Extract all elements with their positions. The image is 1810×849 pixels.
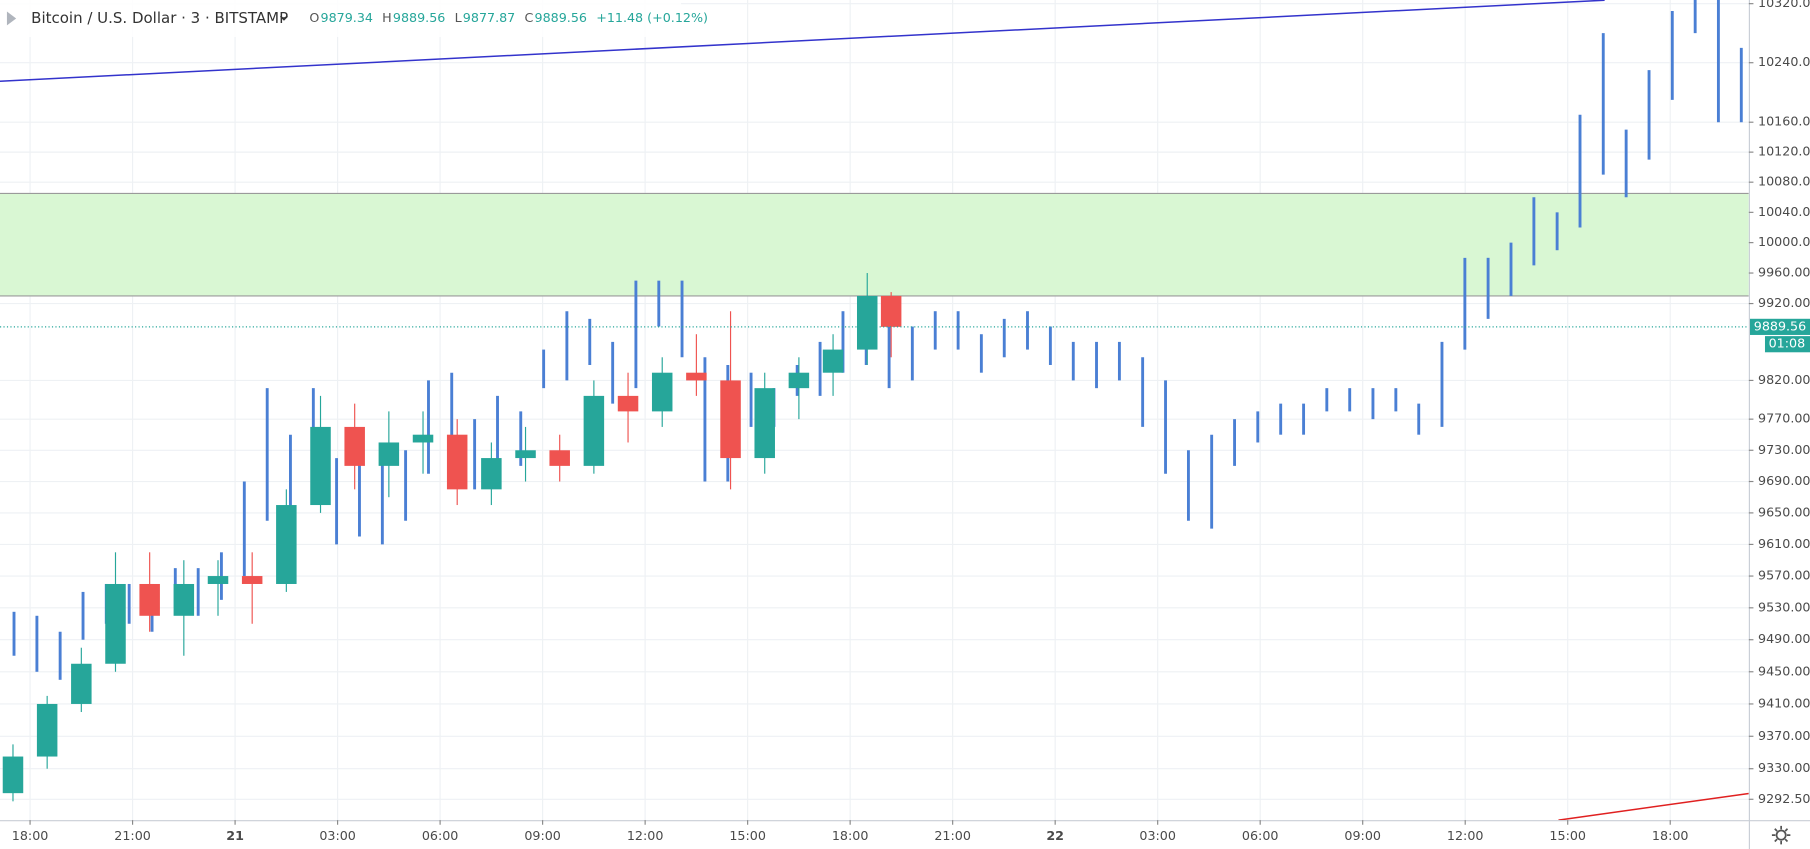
candle-body — [754, 388, 775, 459]
axes: 18:00 21:00 21 03:00 06:00 09:00 12:00 15:00 18:… — [12, 0, 1810, 843]
candle-body — [105, 583, 126, 664]
trend-line — [1558, 792, 1749, 821]
candle-body — [549, 450, 570, 466]
ohlc-value: 9889.56 — [535, 10, 587, 25]
y-tick-label: 9770.00 — [1758, 411, 1810, 426]
candle-body — [446, 434, 468, 490]
x-tick-label: 03:00 — [1139, 828, 1176, 843]
candle-body — [71, 663, 92, 704]
y-tick-label: 9370.00 — [1758, 728, 1810, 743]
x-tick-label: 09:00 — [1344, 828, 1381, 843]
x-tick-label: 03:00 — [319, 828, 356, 843]
y-tick-label: 9570.00 — [1758, 568, 1810, 583]
y-tick-label: 10320.00 — [1758, 0, 1810, 10]
countdown-bg — [1764, 336, 1810, 353]
y-tick-label: 9450.00 — [1758, 663, 1810, 678]
candle-body — [686, 372, 707, 381]
y-tick-label: 10120.00 — [1758, 144, 1810, 159]
ohlc-key: H — [382, 10, 392, 25]
x-tick-label: 21 — [226, 828, 244, 843]
zone — [0, 193, 1749, 296]
x-tick-label: 12:00 — [627, 828, 664, 843]
ohlc-value: 9877.87 — [463, 10, 515, 25]
y-tick-label: 9820.00 — [1758, 372, 1810, 387]
candle-body — [310, 426, 331, 506]
settings[interactable] — [1771, 825, 1791, 845]
x-tick-label: 12:00 — [1447, 828, 1484, 843]
candle-body — [515, 450, 536, 459]
ohlc-key: L — [455, 10, 462, 25]
candle-body — [583, 395, 605, 466]
ohlc-key: C — [524, 10, 533, 25]
x-tick-label: 18:00 — [832, 828, 869, 843]
y-tick-label: 10160.00 — [1758, 114, 1810, 129]
x-tick-label: 21:00 — [934, 828, 971, 843]
price-label-bg — [1749, 318, 1810, 335]
candle-body — [344, 426, 365, 466]
ohlc-value: 9879.34 — [321, 10, 373, 25]
x-tick-label: 15:00 — [729, 828, 766, 843]
y-tick-label: 9650.00 — [1758, 504, 1810, 519]
candle-body — [173, 583, 195, 616]
countdown: 01:08 — [1769, 336, 1806, 351]
x-tick-label: 15:00 — [1549, 828, 1586, 843]
candle-body — [617, 395, 639, 412]
x-tick-label: 09:00 — [524, 828, 561, 843]
time-axis — [0, 820, 1810, 849]
symbol-icon — [6, 11, 17, 26]
y-tick-label: 9410.00 — [1758, 695, 1810, 710]
y-tick-label: 9330.00 — [1758, 760, 1810, 775]
price-label: 9889.56 — [1754, 318, 1806, 333]
y-tick-label: 9292.50 — [1758, 791, 1810, 806]
chevron[interactable] — [279, 15, 288, 21]
y-tick-label: 9920.00 — [1758, 295, 1810, 310]
x-tick-label: 18:00 — [12, 828, 49, 843]
candle-body — [36, 703, 58, 757]
x-tick-label: 06:00 — [1242, 828, 1279, 843]
candle-body — [651, 372, 673, 412]
header[interactable]: Bitcoin / U.S. Dollar · 3 · BITSTAMP — [0, 0, 682, 37]
gear-teeth — [1771, 825, 1791, 845]
y-tick-label: 10080.00 — [1758, 174, 1810, 189]
price-axis — [1748, 0, 1810, 849]
y-tick-label: 9690.00 — [1758, 473, 1810, 488]
candle-body — [720, 380, 741, 459]
trend-line — [0, 0, 1605, 83]
y-tick-label: 10040.00 — [1758, 204, 1810, 219]
candle-body — [481, 458, 502, 490]
plot-area — [0, 0, 1749, 821]
candle-body — [856, 295, 878, 350]
candle-body — [139, 583, 160, 616]
candle-body — [822, 349, 844, 373]
gear-icon[interactable] — [1775, 829, 1787, 841]
y-tick-label: 9610.00 — [1758, 536, 1810, 551]
symbol[interactable]: Bitcoin / U.S. Dollar · 3 · BITSTAMP — [31, 9, 288, 27]
x-tick-label: 06:00 — [422, 828, 459, 843]
y-tick-label: 9490.00 — [1758, 631, 1810, 646]
x-tick-label: 21:00 — [114, 828, 151, 843]
candle-body — [2, 756, 24, 794]
candle-body — [880, 295, 902, 327]
y-tick-label: 10240.00 — [1758, 54, 1810, 69]
candle-body — [241, 576, 263, 584]
candle-body — [788, 372, 810, 389]
candle-body — [276, 505, 297, 584]
y-tick-label: 9530.00 — [1758, 599, 1810, 614]
ohlc-value: 9889.56 — [393, 10, 445, 25]
x-tick-label: 18:00 — [1652, 828, 1689, 843]
y-tick-label: 9730.00 — [1758, 442, 1810, 457]
header-bg — [0, 0, 682, 37]
change: +11.48 (+0.12%) — [596, 10, 708, 25]
ohlc-legend: O 9879.34 H 9889.56 L 9877.87 C 9889.56 +11.48 (… — [309, 10, 708, 25]
x-tick-label: 22 — [1046, 828, 1064, 843]
candle-body — [207, 576, 229, 584]
y-tick-label: 9960.00 — [1758, 265, 1810, 280]
ohlc-key: O — [309, 10, 319, 25]
candle-body — [412, 434, 434, 443]
candle-body — [378, 442, 400, 466]
y-tick-label: 10000.00 — [1758, 234, 1810, 249]
